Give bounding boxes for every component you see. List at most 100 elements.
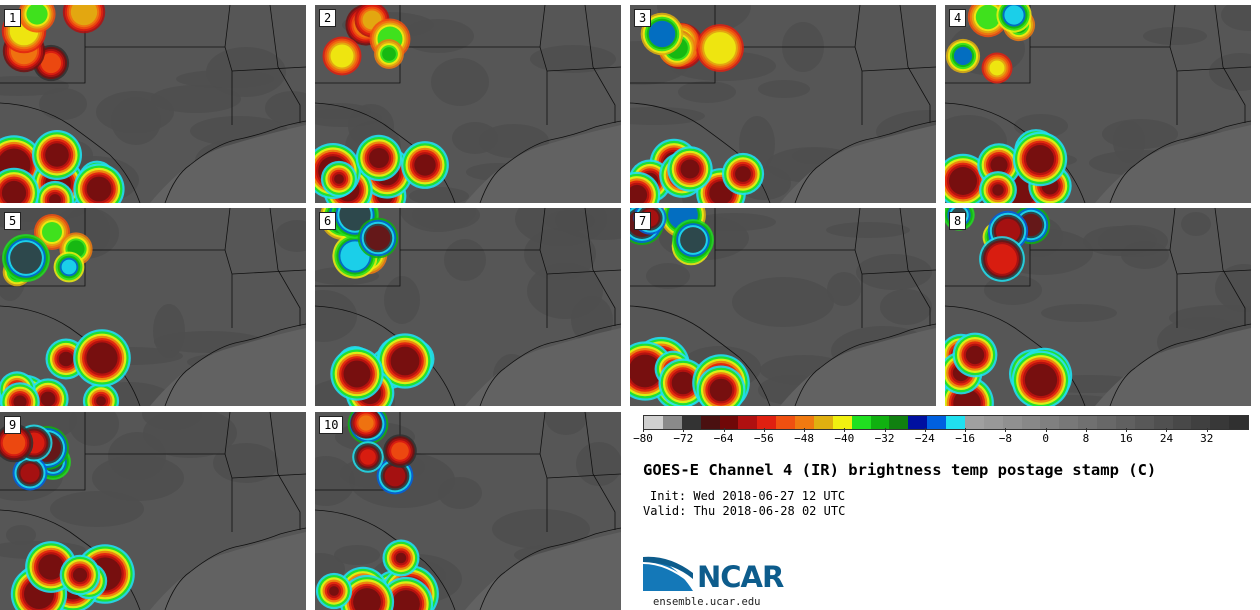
ensemble-member-panel: 5 <box>0 208 306 406</box>
panel-number: 2 <box>319 9 337 27</box>
colorbar-swatch <box>1097 416 1116 429</box>
colorbar-swatch <box>1210 416 1230 429</box>
panel-number: 5 <box>4 212 22 230</box>
colorbar-swatch <box>813 416 833 429</box>
colorbar-swatch <box>1191 416 1211 429</box>
ncar-logo-icon <box>643 556 693 591</box>
colorbar-tick-label: −32 <box>874 432 895 445</box>
colorbar-tick-label: −16 <box>955 432 976 445</box>
colorbar-swatch <box>946 416 965 429</box>
colorbar-swatch <box>870 416 890 429</box>
ensemble-member-panel: 1 <box>0 5 306 203</box>
ensemble-member-panel: 8 <box>945 208 1251 406</box>
panel-number: 3 <box>634 9 652 27</box>
colorbar-tick-label: −40 <box>834 432 855 445</box>
colorbar-tick-mark <box>965 428 967 432</box>
colorbar-swatch <box>1115 416 1135 429</box>
colorbar-swatch <box>1059 416 1079 429</box>
colorbar-swatch <box>927 416 946 429</box>
colorbar-swatch <box>851 416 871 429</box>
ir-map <box>315 5 621 203</box>
colorbar-tick-label: 8 <box>1082 432 1090 445</box>
colorbar-swatch <box>644 416 663 429</box>
panel-number: 4 <box>949 9 967 27</box>
colorbar-tick-label: −64 <box>713 432 734 445</box>
colorbar-tick-mark <box>804 428 806 432</box>
colorbar-swatch <box>908 416 928 429</box>
ensemble-member-panel: 10 <box>315 412 621 610</box>
ir-map <box>315 412 621 610</box>
ir-map <box>945 208 1251 406</box>
colorbar-swatch <box>681 416 701 429</box>
ensemble-member-panel: 7 <box>630 208 936 406</box>
colorbar-swatch <box>1040 416 1060 429</box>
ir-map <box>0 208 306 406</box>
colorbar-tick-mark <box>924 428 926 432</box>
colorbar-tick-label: 32 <box>1200 432 1214 445</box>
colorbar-swatch <box>776 416 795 429</box>
ensemble-url: ensemble.ucar.edu <box>653 596 761 608</box>
colorbar-tick-mark <box>1045 428 1047 432</box>
colorbar-tick-label: −8 <box>998 432 1013 445</box>
ir-map <box>0 5 306 203</box>
colorbar-swatch <box>719 416 739 429</box>
ir-map <box>945 5 1251 203</box>
colorbar-tick-mark <box>1206 428 1208 432</box>
figure-title: GOES-E Channel 4 (IR) brightness temp po… <box>643 461 1157 479</box>
colorbar-swatch <box>700 416 720 429</box>
colorbar-swatch <box>795 416 814 429</box>
colorbar-tick-mark <box>1005 428 1007 432</box>
ensemble-member-panel: 2 <box>315 5 621 203</box>
colorbar-tick-label: −24 <box>914 432 935 445</box>
colorbar-swatch <box>832 416 852 429</box>
ensemble-member-panel: 9 <box>0 412 306 610</box>
colorbar-swatch <box>889 416 909 429</box>
ir-map <box>0 412 306 610</box>
colorbar-tick-mark <box>1085 428 1087 432</box>
panel-number: 10 <box>319 416 344 434</box>
colorbar-tick-label: −80 <box>633 432 653 445</box>
colorbar-tick-mark <box>723 428 725 432</box>
colorbar-tick-mark <box>763 428 765 432</box>
colorbar-tick-mark <box>1126 428 1128 432</box>
colorbar-swatch <box>1078 416 1097 429</box>
colorbar-tick-label: 24 <box>1159 432 1174 445</box>
panel-number: 6 <box>319 212 337 230</box>
colorbar-swatch <box>983 416 1003 429</box>
ensemble-member-panel: 6 <box>315 208 621 406</box>
colorbar-tick-label: −56 <box>753 432 774 445</box>
colorbar-swatch <box>1134 416 1154 429</box>
panel-number: 9 <box>4 416 22 434</box>
colorbar-swatch <box>662 416 682 429</box>
panel-number: 8 <box>949 212 967 230</box>
ir-map <box>315 208 621 406</box>
colorbar-swatch <box>1153 416 1173 429</box>
colorbar-tick-mark <box>884 428 886 432</box>
colorbar-swatch <box>964 416 984 429</box>
colorbar-tick-mark <box>683 428 685 432</box>
colorbar-swatch <box>757 416 777 429</box>
colorbar-tick-mark <box>844 428 846 432</box>
colorbar-ticks: −80 −72 −64 −56 −48 −40 −32 −24 −16 −8 0 8 16 24 32 <box>633 428 1249 446</box>
colorbar <box>643 415 1249 430</box>
ensemble-member-panel: 3 <box>630 5 936 203</box>
colorbar-swatch <box>1021 416 1041 429</box>
colorbar-swatch <box>1229 416 1248 429</box>
colorbar-swatch <box>1002 416 1022 429</box>
valid-time: Valid: Thu 2018-06-28 02 UTC <box>643 504 846 518</box>
ir-map <box>630 208 936 406</box>
panel-number: 1 <box>4 9 22 27</box>
colorbar-tick-mark <box>643 428 644 432</box>
colorbar-swatch <box>1172 416 1192 429</box>
colorbar-tick-label: 16 <box>1119 432 1133 445</box>
colorbar-tick-mark <box>1166 428 1168 432</box>
colorbar-tick-label: −48 <box>794 432 814 445</box>
ncar-logo-text: NCAR <box>697 560 784 594</box>
panel-number: 7 <box>634 212 652 230</box>
ensemble-member-panel: 4 <box>945 5 1251 203</box>
init-time: Init: Wed 2018-06-27 12 UTC <box>650 489 846 503</box>
colorbar-swatch <box>738 416 758 429</box>
ir-map <box>630 5 936 203</box>
colorbar-tick-label: 0 <box>1042 432 1049 445</box>
colorbar-tick-label: −72 <box>673 432 694 445</box>
